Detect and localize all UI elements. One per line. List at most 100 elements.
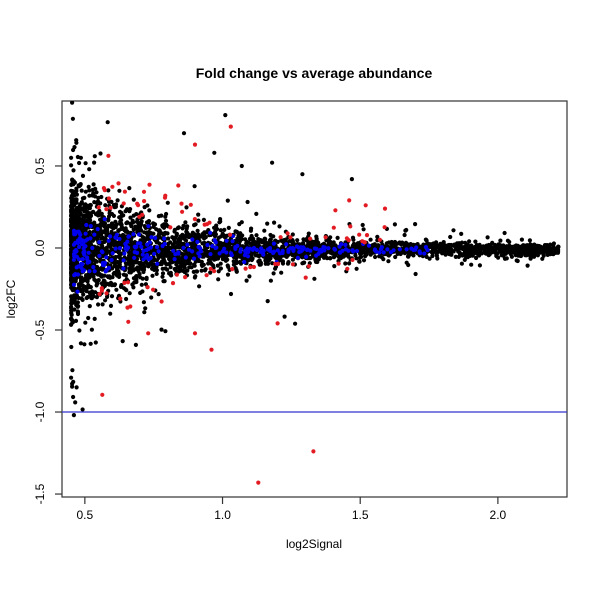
data-point: [263, 261, 268, 266]
data-point: [78, 250, 83, 255]
data-point: [486, 246, 491, 251]
data-point: [200, 241, 205, 246]
y-tick-label: 0.0: [33, 239, 47, 256]
data-point: [212, 225, 217, 230]
data-point: [433, 249, 438, 254]
data-point: [127, 266, 132, 271]
data-point: [98, 151, 103, 156]
data-point: [106, 188, 111, 193]
data-point: [106, 153, 111, 158]
data-point: [74, 265, 79, 270]
data-point: [91, 265, 96, 270]
data-point: [210, 244, 215, 249]
data-point: [74, 186, 79, 191]
data-point: [222, 227, 227, 232]
data-point: [168, 258, 173, 263]
data-point: [414, 245, 419, 250]
data-point: [423, 245, 428, 250]
data-point: [203, 235, 208, 240]
data-point: [268, 278, 273, 283]
data-point: [254, 233, 259, 238]
data-point: [102, 217, 107, 222]
data-point: [122, 251, 127, 256]
data-point: [165, 200, 170, 205]
data-point: [168, 225, 173, 230]
data-point: [73, 277, 78, 282]
data-point: [336, 255, 342, 260]
data-point: [467, 239, 472, 244]
data-point: [454, 244, 459, 249]
data-point: [250, 236, 255, 241]
data-point: [123, 261, 128, 266]
data-point: [502, 256, 508, 261]
data-point: [159, 299, 164, 304]
data-point: [164, 211, 169, 217]
data-point: [199, 268, 204, 273]
data-point: [469, 245, 474, 250]
data-point: [165, 246, 170, 251]
data-point: [490, 240, 495, 245]
data-point: [186, 247, 191, 252]
data-point: [173, 252, 178, 257]
data-point: [237, 237, 242, 242]
data-point: [108, 205, 113, 210]
data-point: [73, 400, 78, 405]
data-point: [179, 201, 184, 206]
data-point: [172, 257, 177, 262]
data-point: [442, 246, 447, 251]
data-point: [527, 238, 533, 243]
data-point: [528, 256, 533, 261]
data-point: [501, 243, 506, 248]
data-point: [282, 314, 287, 319]
data-point: [106, 196, 111, 201]
data-point: [366, 243, 372, 248]
data-point: [72, 216, 77, 221]
data-point: [94, 259, 99, 264]
data-point: [156, 292, 161, 297]
data-point: [365, 248, 370, 253]
data-point: [88, 218, 93, 223]
data-point: [103, 203, 108, 208]
data-point: [345, 266, 350, 271]
data-point: [121, 266, 126, 271]
data-point: [271, 241, 276, 246]
data-point: [382, 225, 387, 230]
data-point: [152, 251, 157, 256]
data-point: [82, 342, 87, 347]
data-point: [409, 246, 414, 251]
data-point: [343, 242, 348, 247]
data-point: [239, 163, 244, 169]
data-point: [256, 253, 261, 258]
data-point: [372, 248, 377, 253]
data-point: [148, 245, 154, 250]
data-point: [74, 385, 79, 390]
data-point: [166, 250, 171, 255]
data-point: [110, 275, 115, 280]
data-point: [254, 211, 259, 216]
data-point: [160, 274, 165, 279]
data-point: [121, 201, 126, 206]
data-point: [289, 239, 294, 244]
data-point: [123, 209, 128, 214]
data-point: [364, 252, 369, 257]
data-point: [514, 243, 519, 248]
data-point: [84, 209, 89, 214]
data-point: [502, 230, 507, 236]
data-point: [361, 258, 367, 263]
data-point: [70, 177, 75, 182]
data-point: [323, 235, 328, 240]
data-point: [379, 255, 384, 260]
data-point: [92, 220, 97, 225]
data-point: [228, 124, 233, 129]
data-point: [523, 253, 528, 258]
data-point: [76, 206, 81, 211]
data-point: [270, 160, 275, 165]
data-point: [284, 242, 289, 247]
data-point: [265, 221, 270, 226]
x-tick-label: 1.0: [214, 508, 231, 522]
data-point: [363, 203, 368, 208]
data-point: [100, 262, 106, 268]
data-point: [132, 255, 137, 260]
data-point: [109, 294, 115, 299]
data-point: [75, 289, 80, 294]
